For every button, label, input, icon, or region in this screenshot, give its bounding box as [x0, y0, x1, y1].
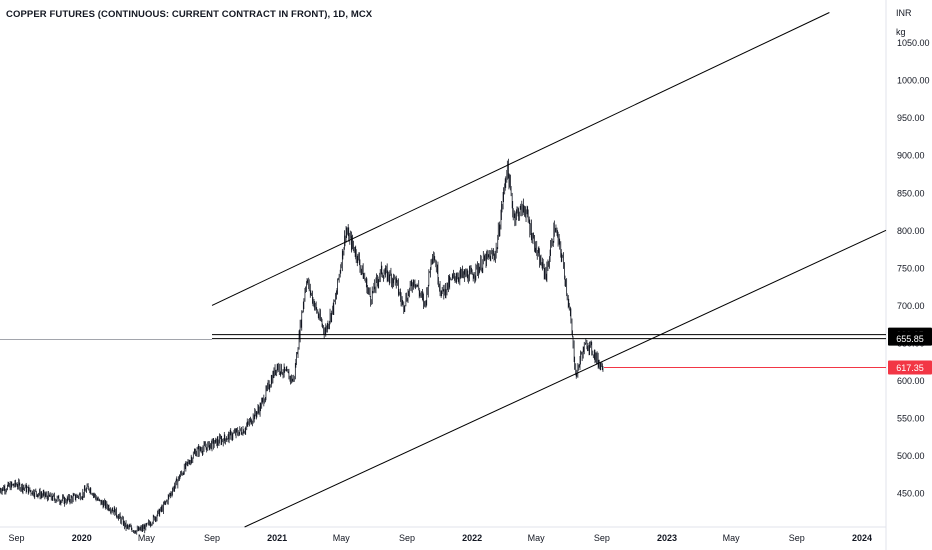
- price-label-655: 655.85: [888, 331, 932, 346]
- x-tick-label: May: [333, 533, 351, 543]
- y-tick-label: 450.00: [897, 489, 925, 499]
- x-tick-label: Sep: [9, 533, 25, 543]
- y-tick-label: 500.00: [897, 451, 925, 461]
- channel-lower-line: [244, 229, 887, 528]
- currency-label: INR: [896, 8, 912, 18]
- price-label-last: 617.35: [888, 360, 932, 375]
- y-tick-label: 950.00: [897, 113, 925, 123]
- channel-upper-line: [211, 12, 830, 306]
- unit-label: kg: [896, 27, 906, 37]
- y-tick-label: 850.00: [897, 188, 925, 198]
- y-tick-label: 750.00: [897, 263, 925, 273]
- x-tick-label: 2020: [72, 533, 92, 543]
- x-tick-label: May: [528, 533, 546, 543]
- y-tick-label: 1050.00: [897, 38, 930, 48]
- price-label-box: [888, 360, 932, 375]
- y-tick-label: 550.00: [897, 414, 925, 424]
- x-tick-label: 2024: [852, 533, 872, 543]
- price-label-text: 655.85: [896, 334, 924, 344]
- x-tick-label: 2023: [657, 533, 677, 543]
- x-tick-label: Sep: [204, 533, 220, 543]
- y-tick-label: 800.00: [897, 226, 925, 236]
- y-tick-label: 1000.00: [897, 76, 930, 86]
- y-tick-label: 900.00: [897, 151, 925, 161]
- y-tick-label: 600.00: [897, 376, 925, 386]
- x-tick-label: Sep: [594, 533, 610, 543]
- chart-title: COPPER FUTURES (CONTINUOUS: CURRENT CONT…: [6, 9, 373, 20]
- price-label-text: 617.35: [896, 363, 924, 373]
- price-label-box: [888, 331, 932, 346]
- x-tick-label: 2022: [462, 533, 482, 543]
- y-tick-label: 700.00: [897, 301, 925, 311]
- x-tick-label: May: [723, 533, 741, 543]
- x-tick-label: 2021: [267, 533, 287, 543]
- x-tick-label: Sep: [789, 533, 805, 543]
- x-tick-label: May: [138, 533, 156, 543]
- x-tick-label: Sep: [399, 533, 415, 543]
